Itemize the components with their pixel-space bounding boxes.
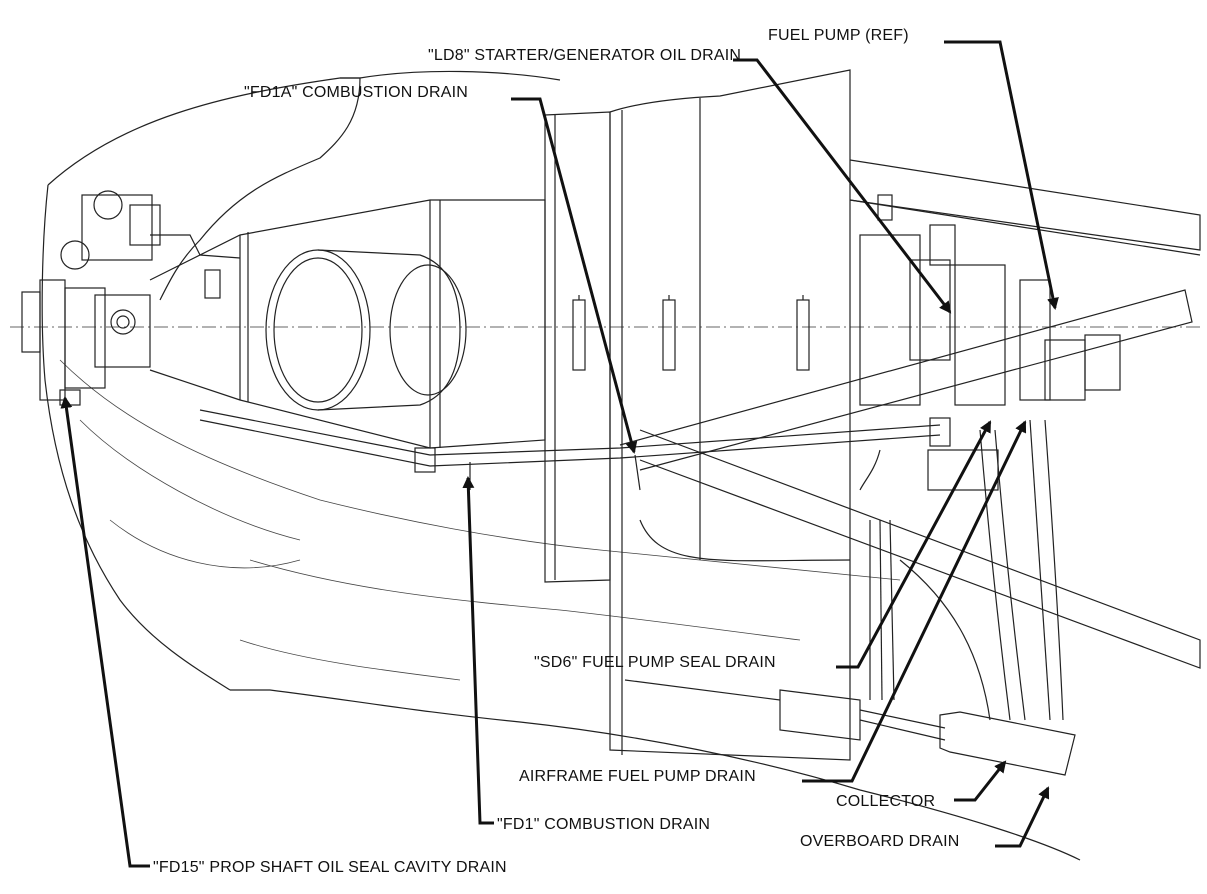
engine-case <box>544 69 851 761</box>
callout-leaders <box>60 40 1059 868</box>
label-fd15-prop-shaft-oil-seal-cavity-drain: "FD15" PROP SHAFT OIL SEAL CAVITY DRAIN <box>153 859 507 876</box>
leader-fd1a <box>511 97 638 454</box>
leader-fd1 <box>462 476 494 825</box>
label-fd1-combustion-drain: "FD1" COMBUSTION DRAIN <box>497 816 710 833</box>
label-fuel-pump-ref: FUEL PUMP (REF) <box>768 27 909 44</box>
leader-collector <box>954 760 1007 802</box>
label-fd1a-combustion-drain: "FD1A" COMBUSTION DRAIN <box>244 84 468 101</box>
label-airframe-fuel-pump-drain: AIRFRAME FUEL PUMP DRAIN <box>519 768 756 785</box>
leader-sd6 <box>836 420 992 669</box>
air-inlet-plenum <box>149 199 546 449</box>
leader-fd15 <box>60 396 150 868</box>
collector-assembly <box>624 679 1076 776</box>
drain-tubing <box>199 409 1064 721</box>
mount-struts <box>619 289 1201 669</box>
leader-ld8 <box>733 58 952 314</box>
leader-overboard-drain <box>995 786 1050 848</box>
leader-fuel-pump-ref <box>944 40 1059 310</box>
rear-accessories <box>849 159 1201 491</box>
label-ld8-starter-generator-oil-drain: "LD8" STARTER/GENERATOR OIL DRAIN <box>428 47 741 64</box>
label-overboard-drain: OVERBOARD DRAIN <box>800 833 959 850</box>
leader-airframe-fuel-pump-drain <box>802 420 1027 783</box>
front-accessory-gearbox <box>21 190 241 406</box>
label-collector: COLLECTOR <box>836 793 935 810</box>
callout-labels: FUEL PUMP (REF) "LD8" STARTER/GENERATOR … <box>153 27 959 876</box>
label-sd6-fuel-pump-seal-drain: "SD6" FUEL PUMP SEAL DRAIN <box>534 654 776 671</box>
nacelle-outline <box>41 70 1081 861</box>
